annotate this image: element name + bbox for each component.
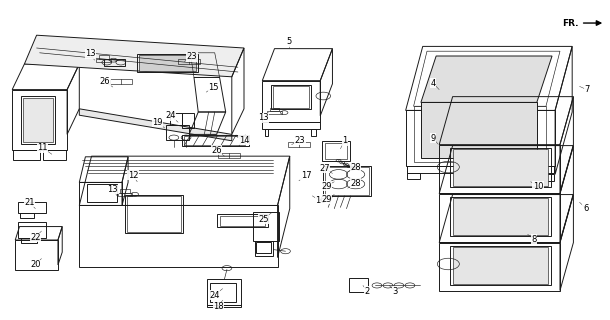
Text: 9: 9 bbox=[431, 134, 436, 143]
Text: 13: 13 bbox=[107, 185, 118, 194]
Bar bbox=[110, 79, 132, 84]
Bar bbox=[288, 142, 310, 147]
Polygon shape bbox=[79, 109, 232, 141]
Bar bbox=[349, 278, 368, 292]
Bar bbox=[271, 85, 311, 109]
Text: 11: 11 bbox=[37, 143, 48, 152]
Bar bbox=[450, 148, 551, 187]
Bar bbox=[450, 246, 551, 285]
Bar bbox=[453, 198, 548, 235]
Text: 26: 26 bbox=[99, 77, 110, 86]
Text: 18: 18 bbox=[213, 302, 224, 311]
Text: 19: 19 bbox=[152, 118, 163, 127]
Text: 16: 16 bbox=[315, 196, 326, 205]
Text: 28: 28 bbox=[350, 163, 361, 172]
Text: 27: 27 bbox=[319, 164, 330, 172]
Bar bbox=[127, 196, 181, 232]
Bar bbox=[270, 108, 279, 111]
Bar bbox=[139, 55, 196, 71]
Text: 25: 25 bbox=[258, 215, 269, 224]
Bar bbox=[267, 111, 282, 114]
Bar bbox=[118, 193, 132, 196]
Text: 13: 13 bbox=[258, 113, 269, 122]
Bar bbox=[184, 136, 245, 145]
Polygon shape bbox=[421, 56, 552, 102]
Bar bbox=[99, 55, 109, 59]
Polygon shape bbox=[23, 98, 53, 142]
Text: 28: 28 bbox=[350, 179, 361, 188]
Text: 12: 12 bbox=[127, 171, 138, 180]
Bar bbox=[210, 283, 236, 302]
Text: 1: 1 bbox=[342, 136, 347, 145]
Text: 26: 26 bbox=[211, 146, 222, 155]
Bar bbox=[453, 247, 548, 284]
Text: 5: 5 bbox=[286, 37, 291, 46]
Bar bbox=[325, 143, 347, 159]
Bar bbox=[137, 54, 198, 72]
Text: 22: 22 bbox=[30, 233, 41, 242]
Bar bbox=[450, 197, 551, 236]
Text: 17: 17 bbox=[301, 171, 312, 180]
Text: 29: 29 bbox=[321, 195, 332, 204]
Polygon shape bbox=[24, 35, 244, 77]
Text: 21: 21 bbox=[24, 198, 35, 207]
Text: 15: 15 bbox=[208, 83, 219, 92]
Bar bbox=[256, 242, 271, 253]
Text: 2: 2 bbox=[365, 287, 370, 296]
Bar bbox=[218, 153, 240, 157]
Polygon shape bbox=[421, 102, 537, 158]
Text: 29: 29 bbox=[321, 182, 332, 191]
Text: 3: 3 bbox=[393, 287, 398, 296]
Text: FR.: FR. bbox=[562, 19, 578, 28]
Bar bbox=[178, 59, 200, 64]
Text: 6: 6 bbox=[583, 204, 588, 212]
Text: 4: 4 bbox=[431, 79, 436, 88]
Text: 8: 8 bbox=[531, 235, 536, 244]
Bar bbox=[273, 86, 309, 108]
Text: 14: 14 bbox=[239, 136, 249, 145]
Bar bbox=[125, 195, 183, 233]
Bar bbox=[120, 189, 130, 193]
Text: 10: 10 bbox=[533, 182, 544, 191]
Bar bbox=[104, 59, 125, 66]
Text: 24: 24 bbox=[209, 291, 220, 300]
Bar bbox=[322, 141, 350, 161]
Bar bbox=[220, 216, 265, 226]
Bar bbox=[96, 59, 111, 62]
Text: 24: 24 bbox=[165, 111, 176, 120]
Text: 23: 23 bbox=[187, 52, 198, 61]
Text: 7: 7 bbox=[584, 85, 589, 94]
Bar bbox=[87, 184, 117, 202]
Text: 13: 13 bbox=[85, 49, 96, 58]
Text: 20: 20 bbox=[30, 260, 41, 269]
Text: 23: 23 bbox=[295, 136, 306, 145]
Bar bbox=[453, 149, 548, 186]
